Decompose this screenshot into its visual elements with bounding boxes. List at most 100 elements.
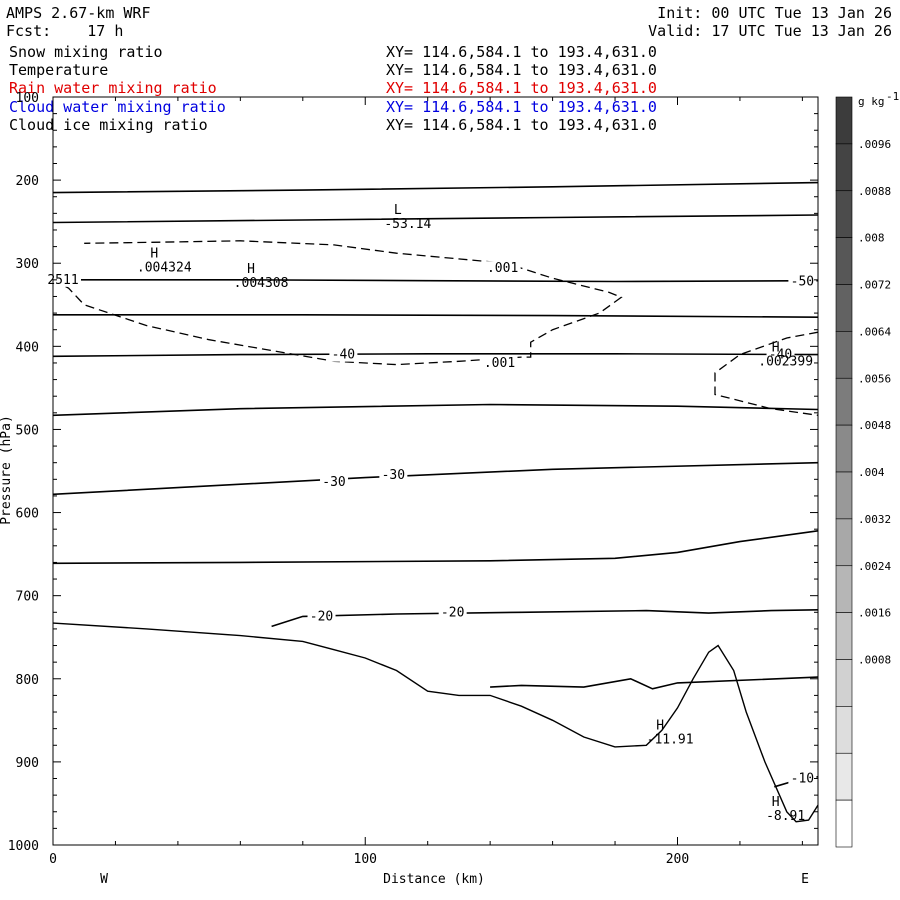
colorbar-label: .0056 [858, 372, 891, 385]
colorbar-swatch [835, 752, 853, 801]
colorbar-unit-exponent: -1 [886, 90, 899, 103]
field-xy: XY= 114.6,584.1 to 193.4,631.0 [386, 61, 657, 80]
colorbar-label: .0024 [858, 560, 891, 573]
colorbar-label: .0016 [858, 607, 891, 620]
extremum-marker: H [656, 718, 664, 733]
colorbar-swatch [835, 706, 853, 754]
contour-label: -20 [441, 605, 464, 620]
contour-label: -30 [322, 475, 345, 490]
extremum-value: -53.14 [384, 217, 431, 232]
forecast-hour: Fcst: 17 h [6, 22, 124, 40]
temperature-contour [52, 461, 819, 496]
extremum-marker: H [150, 246, 158, 261]
colorbar-swatch [835, 471, 853, 520]
snow-contour [714, 331, 819, 416]
field-xy: XY= 114.6,584.1 to 193.4,631.0 [386, 79, 657, 98]
contour-label: -20 [310, 609, 333, 624]
field-name: Temperature [9, 61, 109, 80]
colorbar-swatch [835, 96, 853, 145]
temperature-contour [52, 530, 819, 565]
snow-contours [52, 240, 819, 416]
y-tick-label: 100 [16, 91, 39, 106]
colorbar: g kg -1 .0096 .0088 .008 .0072 .0064 .0056 .0048… [835, 90, 899, 848]
colorbar-swatch [835, 190, 853, 238]
snow-label: 2511 [47, 273, 78, 288]
colorbar-label: .0064 [858, 325, 891, 338]
colorbar-label: .0008 [858, 654, 891, 667]
temperature-contour [52, 181, 819, 194]
temperature-contour [52, 214, 819, 224]
colorbar-label: .0072 [858, 279, 891, 292]
field-name: Cloud ice mixing ratio [9, 115, 208, 134]
colorbar-swatch [835, 143, 853, 192]
x-tick-label: 200 [666, 852, 689, 867]
snow-label: .001 [487, 261, 518, 276]
field-name: Rain water mixing ratio [9, 79, 217, 98]
colorbar-label: .0048 [858, 419, 891, 432]
extremum-marker: L [394, 203, 402, 218]
colorbar-swatch [835, 331, 853, 379]
colorbar-swatch [835, 612, 853, 660]
y-tick-label: 800 [16, 673, 39, 688]
extremum-value: .004324 [137, 260, 192, 275]
plot-frame [52, 96, 819, 846]
field-xy: XY= 114.6,584.1 to 193.4,631.0 [386, 115, 657, 134]
y-axis-label: Pressure (hPa) [0, 415, 14, 525]
field-name: Cloud water mixing ratio [9, 97, 226, 116]
snow-contour [52, 240, 623, 366]
extremum-marker: H [247, 262, 255, 277]
temperature-contour [490, 676, 819, 690]
temperature-contour [53, 279, 819, 283]
extremum-value: -8.91 [766, 809, 805, 824]
extremum-marker: H [772, 795, 780, 810]
west-label: W [100, 872, 108, 887]
y-tick-label: 300 [16, 257, 39, 272]
x-axis-label: Distance (km) [383, 872, 485, 887]
y-tick-label: 600 [16, 507, 39, 522]
colorbar-swatch [835, 659, 853, 707]
temperature-contours [52, 181, 819, 788]
y-tick-label: 200 [16, 174, 39, 189]
contour-label: -50 [791, 275, 814, 290]
contour-label: -10 [791, 772, 814, 787]
colorbar-label: .004 [858, 466, 885, 479]
contour-label: -30 [382, 468, 405, 483]
field-xy: XY= 114.6,584.1 to 193.4,631.0 [386, 43, 657, 61]
extremum-value: .002399 [758, 354, 813, 369]
y-tick-label: 1000 [8, 839, 39, 854]
terrain-line [52, 622, 819, 823]
x-tick-label: 100 [354, 852, 377, 867]
colorbar-swatch [835, 284, 853, 332]
temperature-contour [271, 609, 819, 628]
temperature-contour [52, 403, 819, 417]
temperature-contour [53, 314, 819, 318]
contour-labels: -50 -40 -30 -20 -10 -40 -30 -20 .001 .001 2511 L-53… [45, 203, 817, 824]
x-tick-label: 0 [49, 852, 57, 867]
colorbar-swatch [835, 237, 853, 285]
colorbar-swatch [835, 799, 853, 848]
extremum-value: -11.91 [647, 732, 694, 747]
model-title: AMPS 2.67-km WRF [6, 4, 151, 22]
extremum-value: .004308 [234, 276, 289, 291]
east-label: E [801, 872, 809, 887]
colorbar-swatch [835, 518, 853, 567]
colorbar-swatch [835, 565, 853, 613]
y-tick-label: 700 [16, 590, 39, 605]
snow-label: .001 [484, 356, 515, 371]
colorbar-swatch [835, 377, 853, 426]
colorbar-label: .0032 [858, 513, 891, 526]
colorbar-unit: g kg [858, 95, 885, 108]
colorbar-swatch [835, 424, 853, 473]
contour-label: -40 [769, 348, 792, 363]
field-name: Snow mixing ratio [9, 43, 163, 61]
colorbar-label: .0096 [858, 138, 891, 151]
contour-label: -40 [332, 348, 355, 363]
valid-time: Valid: 17 UTC Tue 13 Jan 26 [648, 22, 892, 40]
colorbar-label: .0088 [858, 185, 891, 198]
init-time: Init: 00 UTC Tue 13 Jan 26 [657, 4, 892, 22]
colorbar-label: .008 [858, 232, 885, 245]
field-xy: XY= 114.6,584.1 to 193.4,631.0 [386, 97, 657, 116]
axes: 100 200 300 400 500 600 700 800 900 1000 0 100 200 [8, 91, 818, 867]
y-tick-label: 500 [16, 423, 39, 438]
